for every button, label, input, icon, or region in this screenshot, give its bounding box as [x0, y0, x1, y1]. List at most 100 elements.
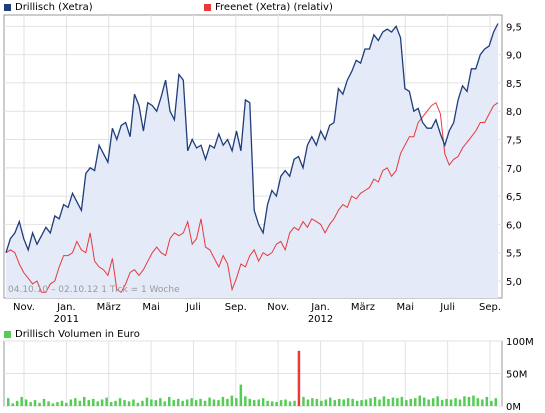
volume-bar [208, 397, 211, 406]
volume-bar [355, 400, 359, 406]
volume-bar [346, 398, 350, 406]
x-tick-m-rz: März [97, 302, 121, 313]
volume-bar [92, 398, 95, 406]
freenet-series-line [5, 101, 499, 294]
volume-bar [364, 399, 368, 406]
volume-bar [100, 399, 104, 406]
volume-bar [396, 398, 399, 406]
volume-bar [65, 402, 68, 407]
volume-bar [172, 400, 175, 406]
volume-bar [320, 400, 323, 406]
y-tick-label: 6,5 [506, 192, 522, 203]
volume-bar [476, 398, 480, 406]
x-tick-mai: Mai [142, 302, 160, 313]
volume-bar [239, 384, 243, 406]
legend-swatch-freenet [204, 4, 211, 11]
volume-bar [221, 396, 225, 406]
legend-freenet: Freenet (Xetra) (relativ) [204, 2, 333, 13]
legend-swatch-volume [4, 331, 11, 338]
volume-bar [114, 400, 117, 406]
volume-bar [47, 401, 50, 406]
volume-bar [297, 350, 301, 407]
volume-bar [11, 403, 14, 406]
price-x-axis: Nov. Jan. März Mai Juli Sep. Nov. Jan. März Mai Ju… [13, 302, 501, 325]
x-year-2012: 2012 [308, 314, 333, 325]
volume-y-axis: 0M 50M 100M [506, 337, 534, 413]
volume-bar [324, 399, 328, 406]
volume-bar [257, 399, 260, 406]
x-tick-mai: Mai [396, 302, 414, 313]
x-tick-jan: Jan. [310, 302, 330, 313]
volume-bar [145, 397, 149, 406]
volume-y-tick-label: 0M [506, 402, 521, 413]
volume-bar [414, 398, 417, 406]
volume-bar [51, 403, 55, 406]
volume-bar [382, 396, 386, 407]
volume-bar [185, 399, 189, 406]
volume-bar [96, 401, 99, 406]
y-tick-label: 5,0 [506, 277, 522, 288]
volume-bar [15, 400, 19, 406]
volume-bar [423, 397, 426, 406]
x-tick-juli: Juli [439, 302, 455, 313]
volume-bar [270, 401, 274, 406]
volume-bar [351, 398, 354, 406]
volume-bar [494, 398, 497, 406]
volume-bar [490, 400, 493, 406]
y-tick-label: 7,0 [506, 164, 522, 175]
volume-bar [168, 396, 171, 406]
volume-bar [293, 400, 296, 406]
volume-bar [212, 399, 216, 406]
volume-y-tick-label: 50M [506, 370, 527, 381]
volume-bar [427, 399, 430, 406]
volume-bar [230, 395, 234, 406]
volume-bar [105, 397, 108, 406]
x-tick-sep: Sep. [479, 302, 501, 313]
volume-bar [266, 400, 269, 406]
volume-bar [378, 399, 381, 406]
volume-bar [74, 398, 77, 406]
volume-bar [463, 396, 466, 407]
volume-bar [311, 398, 314, 406]
volume-bar [248, 398, 251, 406]
x-tick-jan: Jan. [56, 302, 76, 313]
volume-bar [329, 397, 332, 406]
volume-bar [42, 398, 46, 406]
volume-bar [194, 400, 198, 406]
legend-label-freenet: Freenet (Xetra) (relativ) [215, 2, 333, 13]
volume-bar [288, 401, 292, 406]
x-year-2011: 2011 [54, 314, 79, 325]
volume-bar [449, 399, 453, 406]
volume-bar [279, 400, 283, 406]
volume-bar [20, 396, 23, 406]
volume-bar [38, 402, 41, 407]
volume-bar [190, 398, 193, 406]
volume-bar [409, 398, 412, 406]
y-tick-label: 7,5 [506, 136, 522, 147]
volume-bar [154, 400, 158, 406]
volume-bar [405, 400, 408, 406]
volume-bar [123, 400, 126, 406]
volume-bar [235, 398, 238, 406]
volume-bar [306, 399, 310, 406]
volume-bar [109, 402, 113, 406]
volume-bar [177, 398, 180, 406]
y-tick-label: 8,0 [506, 107, 522, 118]
volume-bar [481, 399, 484, 406]
drillisch-series-line [5, 23, 499, 253]
volume-bar [118, 398, 122, 406]
volume-bar [400, 396, 404, 406]
volume-bar [369, 398, 372, 406]
volume-bar [78, 400, 82, 406]
volume-bar [261, 398, 265, 406]
volume-bar [418, 395, 421, 406]
legend-volume: Drillisch Volumen in Euro [4, 329, 140, 340]
volume-bar [159, 398, 162, 406]
volume-bar [24, 399, 28, 406]
volume-y-tick-label: 100M [506, 337, 534, 348]
volume-bar [83, 396, 86, 406]
volume-bar [302, 396, 305, 406]
volume-bar [181, 400, 184, 406]
volume-bar [29, 402, 32, 406]
